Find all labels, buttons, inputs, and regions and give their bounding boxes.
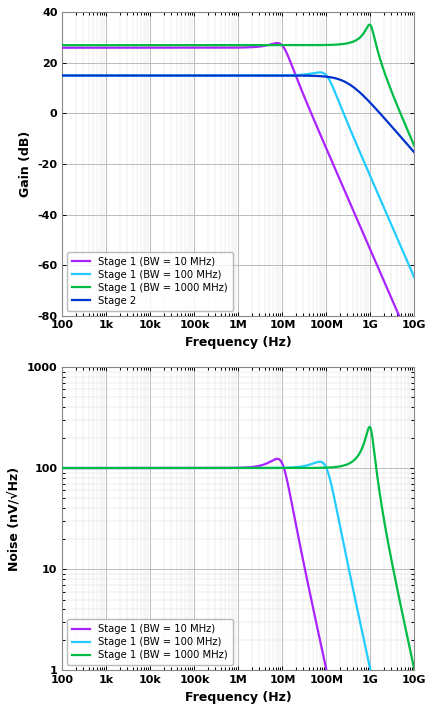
X-axis label: Frequency (Hz): Frequency (Hz): [184, 336, 291, 349]
Legend: Stage 1 (BW = 10 MHz), Stage 1 (BW = 100 MHz), Stage 1 (BW = 1000 MHz), Stage 2: Stage 1 (BW = 10 MHz), Stage 1 (BW = 100…: [67, 251, 233, 310]
Y-axis label: Gain (dB): Gain (dB): [19, 131, 32, 197]
Y-axis label: Noise (nV/√Hz): Noise (nV/√Hz): [8, 466, 21, 570]
X-axis label: Frequency (Hz): Frequency (Hz): [184, 691, 291, 703]
Legend: Stage 1 (BW = 10 MHz), Stage 1 (BW = 100 MHz), Stage 1 (BW = 1000 MHz): Stage 1 (BW = 10 MHz), Stage 1 (BW = 100…: [67, 619, 233, 665]
